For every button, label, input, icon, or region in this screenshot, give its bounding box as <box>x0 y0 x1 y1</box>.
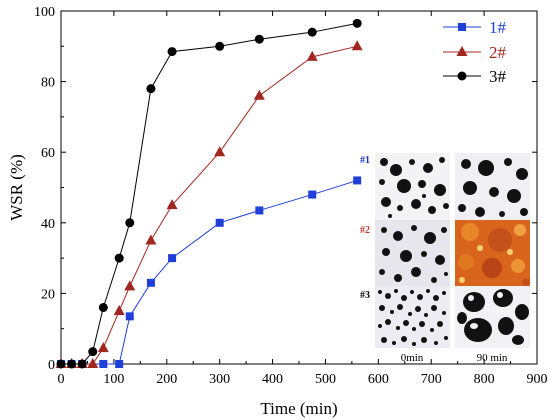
data-point-3-3 <box>88 347 98 357</box>
data-point-1-6 <box>146 278 155 287</box>
x-axis-title: Time (min) <box>260 399 337 418</box>
data-point-3-2 <box>77 359 87 369</box>
x-tick-label-200: 200 <box>156 372 177 387</box>
data-point-2-4 <box>97 342 109 353</box>
data-point-3-10 <box>254 34 264 44</box>
data-point-1-5 <box>125 312 134 321</box>
data-point-1-3 <box>99 360 108 368</box>
inset-row-label-1: #1 <box>360 155 370 166</box>
data-point-3-8 <box>167 47 177 57</box>
legend-marker-1 <box>458 23 466 31</box>
data-point-2-5 <box>113 305 125 316</box>
x-tick-label-900: 900 <box>527 372 548 387</box>
micrograph-3-90min <box>455 286 530 348</box>
series-layer <box>55 18 363 369</box>
y-tick-label-0: 0 <box>48 358 55 373</box>
data-point-3-7 <box>146 84 156 94</box>
x-tick-label-400: 400 <box>262 372 283 387</box>
legend-marker-2 <box>456 46 468 56</box>
x-tick-label-0: 0 <box>58 372 65 387</box>
inset-column-label-90min: 90 min <box>477 352 508 364</box>
micrograph-2-90min <box>455 220 530 286</box>
micrograph-2-0min <box>375 220 450 286</box>
x-tick-label-600: 600 <box>368 372 389 387</box>
legend-label-3: 3# <box>489 67 507 86</box>
axes: 0 100 200 300 400 500 600 700 800 900 0 20 40 60 80 100… <box>7 5 548 418</box>
data-point-3-1 <box>67 359 77 369</box>
data-point-3-12 <box>352 18 362 28</box>
micrograph-1-0min <box>375 153 450 220</box>
data-point-1-7 <box>168 254 177 263</box>
data-point-1-9 <box>255 206 264 215</box>
legend-item-3: 3# <box>443 67 507 86</box>
data-point-2-12 <box>351 40 363 51</box>
data-point-1-4 <box>115 360 124 368</box>
series-3 <box>56 18 362 369</box>
series-2 <box>55 40 363 368</box>
data-point-3-5 <box>114 253 124 263</box>
y-tick-label-80: 80 <box>41 76 55 91</box>
data-point-1-11 <box>353 176 362 185</box>
data-point-3-6 <box>125 218 135 228</box>
data-point-3-0 <box>56 359 66 369</box>
data-point-2-11 <box>306 50 318 61</box>
data-point-2-3 <box>87 358 99 368</box>
data-point-2-6 <box>124 280 136 291</box>
inset-micrographs: #1 #2 #3 0min 90 min <box>360 153 530 364</box>
data-point-2-9 <box>214 146 226 157</box>
x-tick-label-700: 700 <box>421 372 442 387</box>
series-line-2 <box>61 45 358 365</box>
micrograph-1-90min <box>455 153 530 220</box>
legend: 1# 2# 3# <box>443 18 507 86</box>
inset-column-label-0min: 0min <box>401 352 424 364</box>
series-line-1 <box>61 179 358 365</box>
y-tick-label-60: 60 <box>41 146 55 161</box>
x-tick-label-100: 100 <box>103 372 124 387</box>
data-point-2-10 <box>253 89 265 100</box>
legend-marker-3 <box>457 71 467 81</box>
data-point-1-10 <box>308 190 317 199</box>
data-point-3-9 <box>215 41 225 51</box>
inset-row-label-2: #2 <box>360 225 370 236</box>
data-point-3-11 <box>307 27 317 37</box>
y-axis-title: WSR (%) <box>7 154 26 221</box>
data-point-3-4 <box>98 303 108 313</box>
micrograph-3-0min <box>375 286 450 348</box>
legend-label-1: 1# <box>489 18 507 37</box>
y-tick-label-100: 100 <box>34 5 55 20</box>
y-tick-label-40: 40 <box>41 217 55 232</box>
x-tick-label-800: 800 <box>474 372 495 387</box>
inset-row-label-3: #3 <box>360 290 370 301</box>
y-tick-label-20: 20 <box>41 287 55 302</box>
x-tick-label-300: 300 <box>209 372 230 387</box>
legend-label-2: 2# <box>489 43 507 62</box>
data-point-1-8 <box>215 218 224 227</box>
legend-item-2: 2# <box>443 43 507 62</box>
x-tick-label-500: 500 <box>315 372 336 387</box>
data-point-2-8 <box>166 199 178 210</box>
series-1 <box>57 176 362 368</box>
data-point-2-7 <box>145 234 157 245</box>
legend-item-1: 1# <box>443 18 507 37</box>
